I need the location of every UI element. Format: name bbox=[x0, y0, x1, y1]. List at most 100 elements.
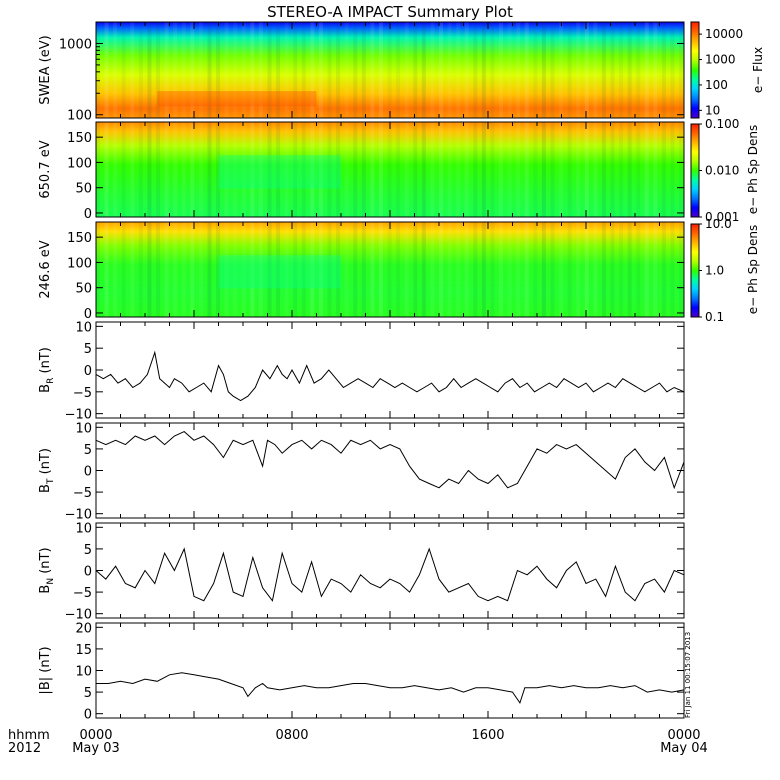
colorbar-bar bbox=[690, 223, 700, 318]
heatmap-stripe bbox=[619, 222, 624, 317]
colorbar-tick-label: 0.100 bbox=[705, 117, 739, 131]
heatmap-stripe bbox=[627, 122, 632, 217]
heatmap-stripe bbox=[216, 222, 221, 317]
heatmap-stripe bbox=[378, 22, 383, 118]
heatmap-stripe bbox=[336, 222, 341, 317]
heatmap-stripe bbox=[464, 122, 469, 217]
corner-label-year: 2012 bbox=[8, 741, 41, 756]
y-tick-label: 10 bbox=[75, 665, 92, 680]
heatmap-stripe bbox=[619, 22, 624, 118]
heatmap-stripe bbox=[353, 22, 358, 118]
heatmap-stripe bbox=[499, 222, 504, 317]
heatmap-stripe bbox=[567, 122, 572, 217]
heatmap-stripe bbox=[507, 22, 512, 118]
heatmap-stripe bbox=[207, 22, 212, 118]
heatmap-stripe bbox=[301, 22, 306, 118]
heatmap-stripe bbox=[224, 22, 229, 118]
heatmap-stripe bbox=[353, 222, 358, 317]
heatmap-stripe bbox=[439, 22, 443, 118]
heatmap-stripe bbox=[198, 122, 203, 217]
heatmap-stripe bbox=[327, 222, 332, 317]
colorbar-tick-label: 1.0 bbox=[705, 264, 724, 278]
heatmap-stripe bbox=[396, 222, 401, 317]
heatmap-stripe bbox=[593, 122, 598, 217]
heatmap-stripe bbox=[258, 122, 263, 217]
heatmap-stripe bbox=[173, 222, 178, 317]
heatmap-stripe bbox=[370, 22, 375, 118]
heatmap-field bbox=[96, 122, 684, 217]
heatmap-stripe bbox=[267, 22, 272, 118]
heatmap-stripe bbox=[164, 122, 169, 217]
heatmap-stripe bbox=[207, 122, 212, 217]
heatmap-stripe bbox=[584, 122, 589, 217]
heatmap-stripe bbox=[653, 22, 658, 118]
heatmap-stripe bbox=[576, 222, 581, 317]
heatmap-stripe bbox=[559, 122, 564, 217]
heatmap-stripe bbox=[601, 122, 606, 217]
heatmap-stripe bbox=[559, 22, 564, 118]
heatmap-stripe bbox=[644, 222, 649, 317]
heatmap-stripe bbox=[216, 122, 221, 217]
heatmap-stripe bbox=[318, 122, 323, 217]
y-axis-label: SWEA (eV) bbox=[38, 35, 53, 104]
heatmap-stripe bbox=[396, 22, 401, 118]
heatmap-stripe bbox=[301, 222, 306, 317]
heatmap-stripe bbox=[250, 22, 255, 118]
heatmap-stripe bbox=[207, 222, 212, 317]
heatmap-stripe bbox=[413, 22, 418, 118]
heatmap-stripe bbox=[361, 122, 366, 217]
y-tick-label: 50 bbox=[75, 282, 92, 297]
heatmap-field bbox=[96, 222, 684, 317]
heatmap-stripe bbox=[293, 122, 298, 217]
y-axis-label: BT (nT) bbox=[38, 448, 56, 493]
heatmap-stripe bbox=[593, 222, 598, 317]
heatmap-stripe bbox=[233, 22, 238, 118]
panel-bmag: 0 5 10 15 20 |B| (nT) bbox=[38, 621, 685, 723]
heatmap-stripe bbox=[413, 222, 418, 317]
panel-swea: 10 100 1000 10000 e− Flux 100 1000 SWEA (eV) bbox=[38, 21, 765, 124]
x-tick-sublabel: May 04 bbox=[660, 741, 708, 756]
timestamp-note: Fri Jan 11 00:15:07 2013 bbox=[684, 632, 692, 718]
heatmap-stripe bbox=[670, 222, 675, 317]
heatmap-stripe bbox=[610, 22, 615, 118]
heatmap-stripe bbox=[404, 22, 409, 118]
colorbar-pad650: 0.001 0.010 0.100 e− Ph Sp Dens bbox=[690, 117, 760, 224]
y-tick-label: −10 bbox=[65, 508, 92, 523]
heatmap-stripe bbox=[96, 22, 100, 118]
heatmap-stripe bbox=[370, 122, 375, 217]
y-tick-label: 10 bbox=[75, 320, 92, 335]
x-tick-label: 0800 bbox=[275, 728, 308, 743]
heatmap-stripe bbox=[636, 222, 641, 317]
heatmap-stripe bbox=[344, 222, 349, 317]
panel-br: −10 −5 0 5 10 BR (nT) bbox=[38, 320, 685, 423]
heatmap-stripe bbox=[456, 22, 461, 118]
heatmap-stripe bbox=[430, 122, 435, 217]
heatmap-stripe bbox=[104, 122, 109, 217]
heatmap-stripe bbox=[644, 22, 649, 118]
y-tick-label: 5 bbox=[84, 686, 92, 701]
heatmap-stripe bbox=[310, 122, 315, 217]
y-tick-label: 100 bbox=[67, 156, 92, 171]
series-line-br bbox=[95, 350, 685, 402]
heatmap-stripe bbox=[473, 22, 478, 118]
colorbar-label: e− Ph Sp Dens bbox=[746, 125, 760, 214]
heatmap-stripe bbox=[353, 122, 358, 217]
heatmap-stripe bbox=[447, 122, 452, 217]
heatmap-stripe bbox=[567, 222, 572, 317]
heatmap-stripe bbox=[241, 222, 246, 317]
y-tick-label: 5 bbox=[84, 543, 92, 558]
heatmap-stripe bbox=[241, 122, 246, 217]
heatmap-stripe bbox=[190, 22, 195, 118]
heatmap-stripe bbox=[464, 222, 469, 317]
heatmap-stripe bbox=[310, 22, 315, 118]
heatmap-stripe bbox=[284, 122, 289, 217]
heatmap-stripe bbox=[387, 22, 392, 118]
heatmap-stripe bbox=[138, 22, 143, 118]
y-tick-label: −5 bbox=[73, 486, 92, 501]
heatmap-stripe bbox=[267, 222, 272, 317]
heatmap-stripe bbox=[190, 122, 195, 217]
panel-pad246: 0.1 1.0 10.0 e− Ph Sp Dens 0 50 100 150 246.6 eV bbox=[38, 217, 760, 324]
heatmap-stripe bbox=[147, 222, 152, 317]
panel-bt: −10 −5 0 5 10 BT (nT) bbox=[38, 421, 685, 523]
